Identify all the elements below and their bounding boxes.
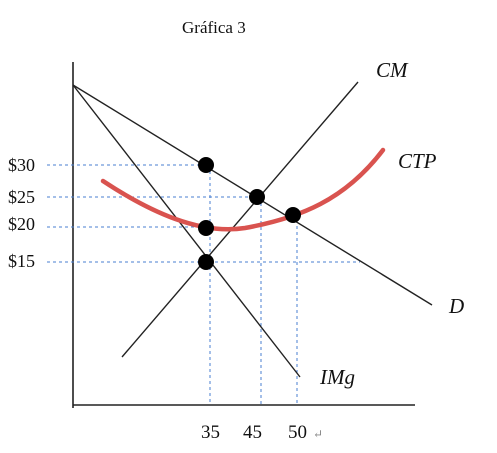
- quantity-label-35: 35: [201, 422, 220, 443]
- point-q35-p30: [198, 157, 214, 173]
- point-q35-p20: [198, 220, 214, 236]
- point-q45-p25: [249, 189, 265, 205]
- average-total-cost-curve: [100, 147, 386, 232]
- label-ctp: CTP: [398, 149, 437, 173]
- return-mark: ↵: [313, 427, 323, 441]
- price-label-20: $20: [8, 214, 35, 234]
- quantity-label-50: 50: [288, 422, 307, 443]
- price-label-15: $15: [8, 251, 35, 271]
- marginal-revenue-curve: [72, 84, 301, 378]
- label-cm: CM: [376, 58, 409, 82]
- quantity-label-45: 45: [243, 422, 262, 443]
- point-q35-p15: [198, 254, 214, 270]
- label-img: IMg: [319, 365, 355, 389]
- price-label-25: $25: [8, 187, 35, 207]
- marginal-cost-curve: [121, 81, 359, 358]
- guide-lines: [47, 164, 360, 405]
- price-label-30: $30: [8, 155, 35, 175]
- diagram-title: Gráfica 3: [182, 18, 246, 37]
- point-q50-ctp: [285, 207, 301, 223]
- label-d: D: [448, 294, 464, 318]
